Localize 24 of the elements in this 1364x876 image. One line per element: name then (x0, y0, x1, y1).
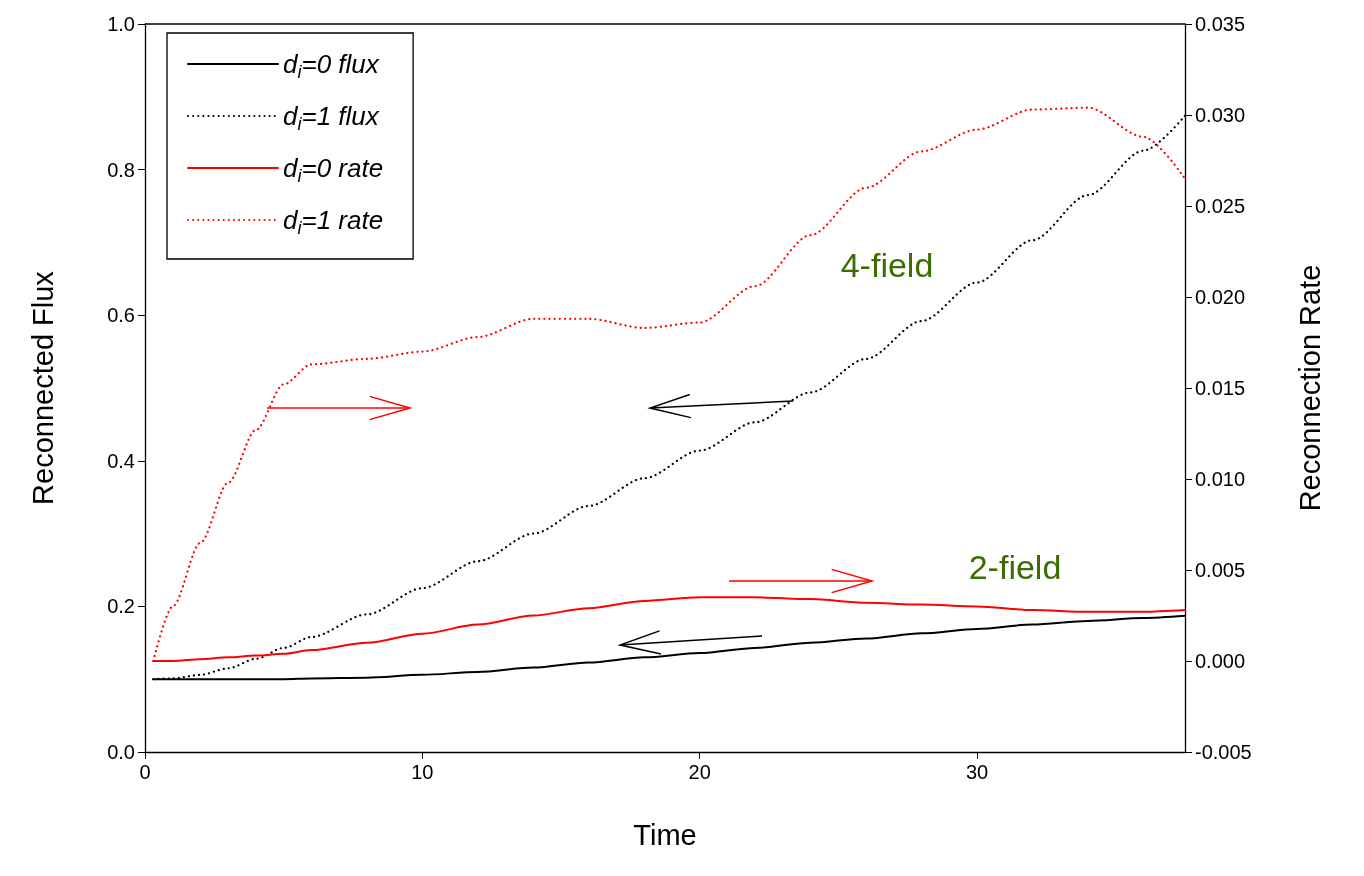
y-axis-title: Reconnected Flux (26, 270, 59, 505)
annotation: 4-field (840, 246, 934, 284)
x-tick-label: 20 (688, 761, 711, 783)
y-tick-label: 0.8 (107, 158, 135, 181)
y2-tick-label: 0.025 (1195, 195, 1246, 217)
y2-axis-title: Reconnection Rate (1293, 264, 1326, 512)
x-tick-label: 10 (411, 761, 434, 783)
annotation: 2-field (968, 548, 1062, 586)
x-tick-label: 30 (965, 761, 989, 783)
y2-tick-label: 0.020 (1195, 286, 1246, 308)
y2-tick-label: -0.005 (1195, 741, 1252, 763)
y-tick-label: 0.2 (107, 595, 135, 618)
y2-tick-label: 0.000 (1195, 650, 1246, 672)
y2-tick-label: 0.035 (1195, 13, 1246, 35)
x-tick-label: 0 (139, 761, 151, 783)
y-tick-label: 0.4 (107, 449, 135, 472)
y2-tick-label: 0.010 (1195, 468, 1246, 490)
y-tick-label: 0.6 (107, 304, 135, 327)
y-tick-label: 0.0 (107, 741, 135, 763)
y2-tick-label: 0.005 (1195, 559, 1246, 581)
y-tick-label: 1.0 (107, 13, 135, 35)
x-axis-title: Time (633, 818, 697, 851)
y2-tick-label: 0.030 (1195, 104, 1246, 126)
y2-tick-label: 0.015 (1195, 377, 1246, 399)
